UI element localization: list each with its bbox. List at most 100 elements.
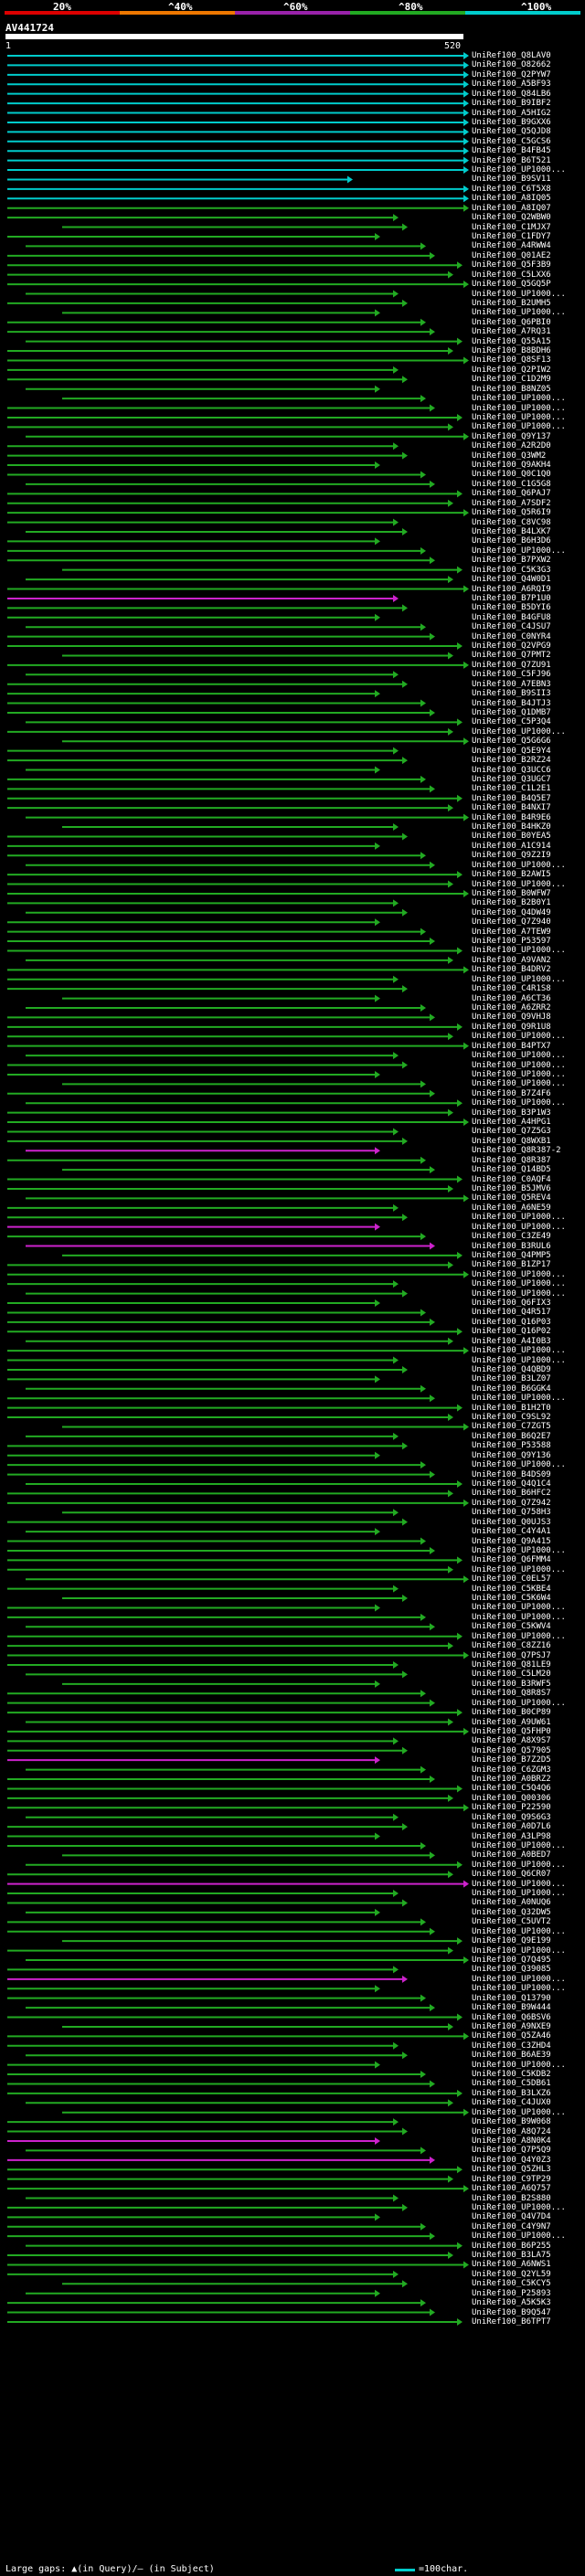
hit-link[interactable]: UniRef100_A0D7L6 [472, 1822, 551, 1832]
hit-link[interactable]: UniRef100_Q7Z940 [472, 917, 551, 928]
hit-link[interactable]: UniRef100_UP1000... [472, 394, 566, 404]
hit-link[interactable]: UniRef100_C4JUX0 [472, 2098, 551, 2108]
hit-link[interactable]: UniRef100_B2UMH5 [472, 298, 551, 308]
hit-link[interactable]: UniRef100_Q4QBD9 [472, 1364, 551, 1374]
hit-link[interactable]: UniRef100_Q81LE9 [472, 1659, 551, 1670]
hit-link[interactable]: UniRef100_A8Q724 [472, 2126, 551, 2136]
hit-link[interactable]: UniRef100_UP1000... [472, 1051, 566, 1061]
hit-link[interactable]: UniRef100_Q5FHP0 [472, 1726, 551, 1736]
hit-link[interactable]: UniRef100_B4R9E6 [472, 812, 551, 822]
hit-link[interactable]: UniRef100_Q6BSV6 [472, 2012, 551, 2022]
hit-link[interactable]: UniRef100_Q16P02 [472, 1327, 551, 1337]
hit-link[interactable]: UniRef100_UP1000... [472, 1222, 566, 1232]
hit-link[interactable]: UniRef100_UP1000... [472, 1060, 566, 1070]
hit-link[interactable]: UniRef100_B3LA75 [472, 2251, 551, 2261]
hit-link[interactable]: UniRef100_B9IBF2 [472, 99, 551, 109]
hit-link[interactable]: UniRef100_A8IQ05 [472, 194, 551, 204]
hit-link[interactable]: UniRef100_UP1000... [472, 1394, 566, 1404]
hit-link[interactable]: UniRef100_Q00306 [472, 1793, 551, 1803]
hit-link[interactable]: UniRef100_P25893 [472, 2288, 551, 2298]
hit-link[interactable]: UniRef100_B7Z4F6 [472, 1088, 551, 1098]
hit-link[interactable]: UniRef100_UP1000... [472, 1355, 566, 1365]
hit-link[interactable]: UniRef100_C8ZZ16 [472, 1641, 551, 1651]
hit-link[interactable]: UniRef100_Q3UCC6 [472, 765, 551, 775]
hit-link[interactable]: UniRef100_C6ZGM3 [472, 1765, 551, 1775]
hit-link[interactable]: UniRef100_B6P255 [472, 2241, 551, 2251]
hit-link[interactable]: UniRef100_C5KWV4 [472, 1622, 551, 1632]
hit-link[interactable]: UniRef100_UP1000... [472, 165, 566, 175]
hit-link[interactable]: UniRef100_Q4DW49 [472, 907, 551, 917]
hit-link[interactable]: UniRef100_UP1000... [472, 1889, 566, 1899]
hit-link[interactable]: UniRef100_B5JMV6 [472, 1183, 551, 1193]
hit-link[interactable]: UniRef100_C5GCS6 [472, 136, 551, 146]
hit-link[interactable]: UniRef100_Q7PSJ7 [472, 1650, 551, 1660]
hit-link[interactable]: UniRef100_UP1000... [472, 860, 566, 870]
hit-link[interactable]: UniRef100_Q6FIX3 [472, 1299, 551, 1309]
hit-link[interactable]: UniRef100_B4NXI7 [472, 803, 551, 813]
hit-link[interactable]: UniRef100_A2R2D0 [472, 441, 551, 451]
hit-link[interactable]: UniRef100_Q0UJS3 [472, 1517, 551, 1527]
hit-link[interactable]: UniRef100_Q4Q1C4 [472, 1479, 551, 1489]
hit-link[interactable]: UniRef100_A5HIG2 [472, 108, 551, 118]
hit-link[interactable]: UniRef100_Q7Z5G3 [472, 1127, 551, 1137]
hit-link[interactable]: UniRef100_A5K5K3 [472, 2298, 551, 2308]
hit-link[interactable]: UniRef100_Q9VHJ8 [472, 1012, 551, 1023]
hit-link[interactable]: UniRef100_B9GXX6 [472, 117, 551, 127]
hit-link[interactable]: UniRef100_Q4PMP5 [472, 1250, 551, 1260]
hit-link[interactable]: UniRef100_B3RUL6 [472, 1241, 551, 1251]
hit-link[interactable]: UniRef100_Q2WBW0 [472, 213, 551, 223]
hit-link[interactable]: UniRef100_C0EL57 [472, 1574, 551, 1585]
hit-link[interactable]: UniRef100_B0WFW7 [472, 888, 551, 898]
hit-link[interactable]: UniRef100_B0CP89 [472, 1708, 551, 1718]
hit-link[interactable]: UniRef100_C5FJ96 [472, 670, 551, 680]
hit-link[interactable]: UniRef100_A7EBN3 [472, 679, 551, 689]
hit-link[interactable]: UniRef100_Q8R387-2 [472, 1146, 561, 1156]
hit-link[interactable]: UniRef100_Q2PYW7 [472, 69, 551, 80]
hit-link[interactable]: UniRef100_UP1000... [472, 1926, 566, 1936]
hit-link[interactable]: UniRef100_Q5E9Y4 [472, 746, 551, 756]
hit-link[interactable]: UniRef100_Q5R6I9 [472, 508, 551, 518]
hit-link[interactable]: UniRef100_B9SII3 [472, 689, 551, 699]
hit-link[interactable]: UniRef100_Q4Y0Z3 [472, 2155, 551, 2165]
hit-link[interactable]: UniRef100_B7Z2D5 [472, 1755, 551, 1765]
hit-link[interactable]: UniRef100_Q6PAJ7 [472, 489, 551, 499]
hit-link[interactable]: UniRef100_B4LXK7 [472, 527, 551, 536]
hit-link[interactable]: UniRef100_UP1000... [472, 2231, 566, 2242]
hit-link[interactable]: UniRef100_Q39085 [472, 1965, 551, 1975]
hit-link[interactable]: UniRef100_A7TEW9 [472, 927, 551, 937]
hit-link[interactable]: UniRef100_Q16P03 [472, 1317, 551, 1327]
hit-link[interactable]: UniRef100_C5LM20 [472, 1670, 551, 1680]
hit-link[interactable]: UniRef100_A0NUQ6 [472, 1898, 551, 1908]
hit-link[interactable]: UniRef100_Q8SF13 [472, 355, 551, 366]
hit-link[interactable]: UniRef100_B6GGK4 [472, 1383, 551, 1394]
hit-link[interactable]: UniRef100_UP1000... [472, 1279, 566, 1289]
hit-link[interactable]: UniRef100_A1C914 [472, 841, 551, 851]
hit-link[interactable]: UniRef100_A6ZRR2 [472, 1003, 551, 1012]
hit-link[interactable]: UniRef100_C1MJX7 [472, 222, 551, 232]
hit-link[interactable]: UniRef100_P53597 [472, 937, 551, 947]
hit-link[interactable]: UniRef100_B7P1U0 [472, 593, 551, 603]
hit-link[interactable]: UniRef100_B6T521 [472, 155, 551, 165]
hit-link[interactable]: UniRef100_C5LXX6 [472, 270, 551, 280]
hit-link[interactable]: UniRef100_B3P1W3 [472, 1108, 551, 1118]
hit-link[interactable]: UniRef100_Q9AKH4 [472, 461, 551, 471]
hit-link[interactable]: UniRef100_C5KCY5 [472, 2279, 551, 2289]
hit-link[interactable]: UniRef100_A0BRZ2 [472, 1775, 551, 1785]
hit-link[interactable]: UniRef100_Q5REV4 [472, 1193, 551, 1203]
hit-link[interactable]: UniRef100_A9NXE9 [472, 2021, 551, 2031]
hit-link[interactable]: UniRef100_A7RQ31 [472, 327, 551, 337]
hit-link[interactable]: UniRef100_C4R1S8 [472, 984, 551, 994]
hit-link[interactable]: UniRef100_P22590 [472, 1803, 551, 1813]
hit-link[interactable]: UniRef100_Q6FMM4 [472, 1555, 551, 1565]
hit-link[interactable]: UniRef100_C4JSU7 [472, 622, 551, 632]
hit-link[interactable]: UniRef100_UP1000... [472, 974, 566, 984]
hit-link[interactable]: UniRef100_Q5QJD8 [472, 127, 551, 137]
hit-link[interactable]: UniRef100_Q01AE2 [472, 250, 551, 260]
hit-link[interactable]: UniRef100_Q6PBI0 [472, 317, 551, 327]
hit-link[interactable]: UniRef100_UP1000... [472, 1460, 566, 1470]
hit-link[interactable]: UniRef100_B2RZ24 [472, 756, 551, 766]
hit-link[interactable]: UniRef100_A8IQ07 [472, 203, 551, 213]
hit-link[interactable]: UniRef100_UP1000... [472, 1079, 566, 1089]
hit-link[interactable]: UniRef100_UP1000... [472, 1346, 566, 1356]
hit-link[interactable]: UniRef100_A4RWW4 [472, 241, 551, 251]
